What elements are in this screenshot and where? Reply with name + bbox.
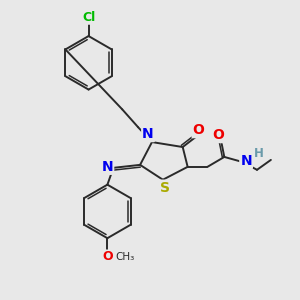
Text: N: N — [102, 160, 113, 174]
Text: N: N — [240, 154, 252, 168]
Text: Cl: Cl — [82, 11, 95, 24]
Text: N: N — [142, 127, 154, 141]
Text: CH₃: CH₃ — [115, 252, 135, 262]
Text: S: S — [160, 181, 170, 195]
Text: O: O — [193, 123, 205, 137]
Text: H: H — [254, 148, 264, 160]
Text: O: O — [212, 128, 224, 142]
Text: O: O — [102, 250, 113, 263]
